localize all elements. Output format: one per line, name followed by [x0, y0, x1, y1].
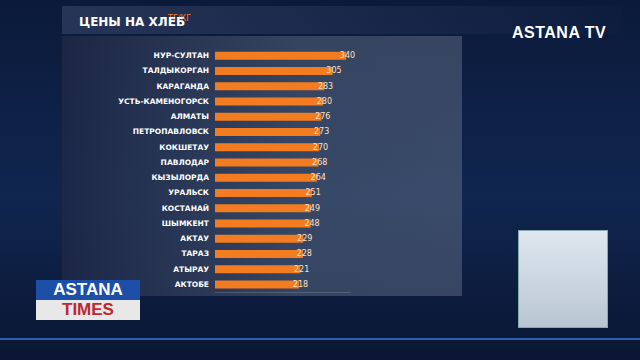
- svg-text:КОКШЕТАУ: КОКШЕТАУ: [159, 143, 209, 152]
- svg-text:КОСТАНАЙ: КОСТАНАЙ: [162, 204, 209, 213]
- svg-text:НУР-СУЛТАН: НУР-СУЛТАН: [154, 51, 209, 60]
- svg-text:249: 249: [305, 204, 320, 213]
- svg-text:АТЫРАУ: АТЫРАУ: [173, 265, 209, 274]
- svg-text:КЫЗЫЛОРДА: КЫЗЫЛОРДА: [151, 173, 209, 182]
- svg-text:АКТАУ: АКТАУ: [180, 234, 209, 243]
- svg-text:268: 268: [312, 158, 327, 167]
- svg-text:218: 218: [293, 280, 308, 289]
- svg-text:251: 251: [306, 188, 321, 197]
- svg-text:264: 264: [311, 173, 326, 182]
- svg-text:УСТЬ-КАМЕНОГОРСК: УСТЬ-КАМЕНОГОРСК: [118, 97, 210, 106]
- svg-text:221: 221: [294, 265, 309, 274]
- svg-text:340: 340: [340, 51, 355, 60]
- svg-text:248: 248: [304, 219, 319, 228]
- svg-text:283: 283: [318, 82, 333, 91]
- svg-text:276: 276: [315, 112, 330, 121]
- svg-text:АЛМАТЫ: АЛМАТЫ: [171, 112, 209, 121]
- html-text:ASTANA TV: ASTANA TV: [512, 24, 607, 41]
- svg-text:229: 229: [297, 234, 312, 243]
- svg-text:ЦЕНЫ НА ХЛЕБ: ЦЕНЫ НА ХЛЕБ: [79, 15, 185, 29]
- html-text:ASTANA: ASTANA: [53, 280, 123, 299]
- svg-text:ПАВЛОДАР: ПАВЛОДАР: [161, 158, 210, 167]
- svg-text:ШЫМКЕНТ: ШЫМКЕНТ: [162, 219, 210, 228]
- svg-text:270: 270: [313, 143, 328, 152]
- html-text:TIMES: TIMES: [62, 300, 114, 319]
- svg-text:ТАРАЗ: ТАРАЗ: [181, 249, 209, 258]
- svg-text:228: 228: [297, 249, 312, 258]
- svg-text:273: 273: [314, 127, 329, 136]
- svg-text:КАРАГАНДА: КАРАГАНДА: [156, 82, 209, 91]
- svg-text:АКТОБЕ: АКТОБЕ: [175, 280, 209, 289]
- svg-text:305: 305: [326, 66, 341, 75]
- svg-text:ПЕТРОПАВЛОВСК: ПЕТРОПАВЛОВСК: [133, 127, 210, 136]
- svg-text:ТАЛДЫКОРГАН: ТАЛДЫКОРГАН: [143, 66, 209, 75]
- svg-text:УРАЛЬСК: УРАЛЬСК: [168, 188, 210, 197]
- svg-text:280: 280: [317, 97, 332, 106]
